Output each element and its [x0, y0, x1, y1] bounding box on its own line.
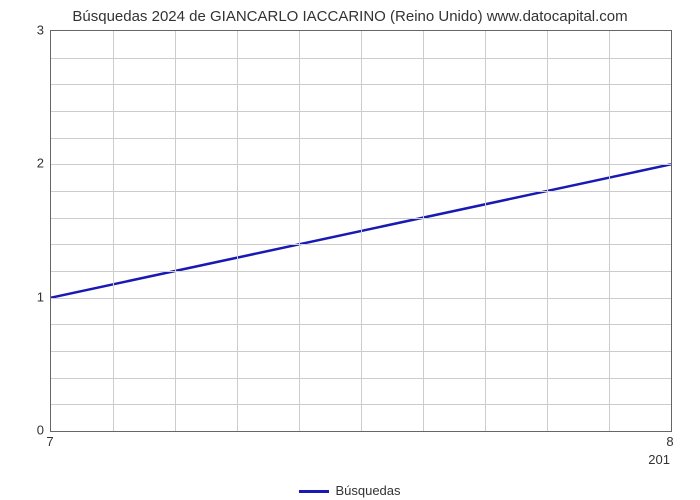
x-tick-label: 7 — [46, 434, 53, 449]
grid-line-v — [609, 31, 610, 431]
grid-line-v — [361, 31, 362, 431]
grid-line-v — [423, 31, 424, 431]
grid-line-v — [547, 31, 548, 431]
y-tick-label: 1 — [14, 289, 44, 304]
grid-line-v — [237, 31, 238, 431]
y-tick-label: 3 — [14, 23, 44, 38]
grid-line-v — [175, 31, 176, 431]
y-tick-label: 0 — [14, 423, 44, 438]
chart-title: Búsquedas 2024 de GIANCARLO IACCARINO (R… — [0, 8, 700, 25]
grid-line-v — [299, 31, 300, 431]
legend-label: Búsquedas — [335, 483, 400, 498]
plot-area — [50, 30, 672, 432]
x-tick-label: 8 — [666, 434, 673, 449]
grid-line-v — [485, 31, 486, 431]
grid-line-v — [113, 31, 114, 431]
legend: Búsquedas — [0, 483, 700, 498]
x-axis-sublabel: 201 — [648, 452, 670, 467]
y-tick-label: 2 — [14, 156, 44, 171]
chart-container: Búsquedas 2024 de GIANCARLO IACCARINO (R… — [0, 0, 700, 500]
legend-swatch — [299, 490, 329, 493]
